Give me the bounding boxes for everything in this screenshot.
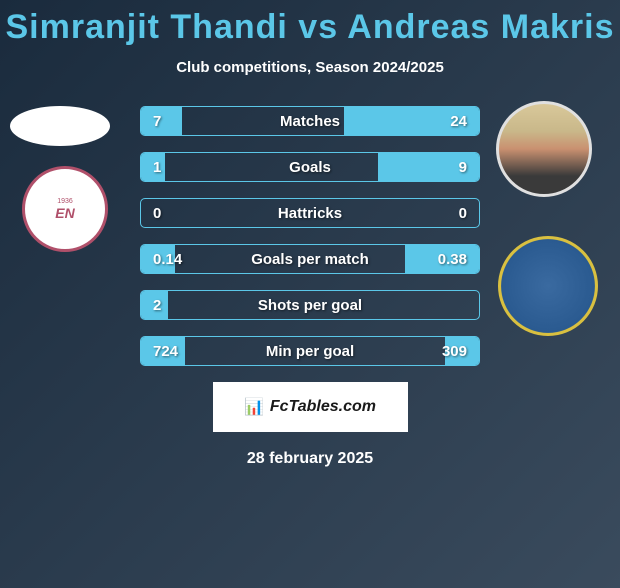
stat-value-left: 0	[153, 205, 161, 222]
stat-label: Min per goal	[266, 343, 354, 360]
chart-icon: 📊	[244, 397, 264, 417]
stat-value-right: 9	[459, 159, 467, 176]
stat-row-goals-per-match: 0.14 Goals per match 0.38	[140, 244, 480, 274]
stat-label: Matches	[280, 113, 340, 130]
stat-value-right: 0.38	[438, 251, 467, 268]
stat-label: Goals	[289, 159, 331, 176]
watermark-text: FcTables.com	[270, 398, 376, 416]
stat-value-right: 309	[442, 343, 467, 360]
comparison-area: 1936 EN 7 Matches 24 1 Goals 9 0 Hattric…	[0, 106, 620, 468]
page-title: Simranjit Thandi vs Andreas Makris	[0, 8, 620, 47]
player1-avatar	[10, 106, 110, 146]
subtitle: Club competitions, Season 2024/2025	[0, 59, 620, 76]
stat-row-matches: 7 Matches 24	[140, 106, 480, 136]
stat-row-min-per-goal: 724 Min per goal 309	[140, 336, 480, 366]
stat-value-left: 724	[153, 343, 178, 360]
stat-value-left: 0.14	[153, 251, 182, 268]
team1-badge: 1936 EN	[22, 166, 108, 252]
team1-badge-inner: 1936 EN	[35, 179, 95, 239]
stat-value-left: 7	[153, 113, 161, 130]
stat-row-hattricks: 0 Hattricks 0	[140, 198, 480, 228]
stat-label: Goals per match	[251, 251, 369, 268]
stat-row-shots-per-goal: 2 Shots per goal	[140, 290, 480, 320]
stats-container: 7 Matches 24 1 Goals 9 0 Hattricks 0 0.1…	[140, 106, 480, 366]
stat-value-right: 0	[459, 205, 467, 222]
stat-value-left: 1	[153, 159, 161, 176]
stat-label: Shots per goal	[258, 297, 362, 314]
stat-value-left: 2	[153, 297, 161, 314]
stat-value-right: 24	[450, 113, 467, 130]
date: 28 february 2025	[10, 450, 610, 468]
stat-label: Hattricks	[278, 205, 342, 222]
player2-avatar	[496, 101, 592, 197]
team2-badge	[498, 236, 598, 336]
watermark: 📊 FcTables.com	[213, 382, 408, 432]
stat-row-goals: 1 Goals 9	[140, 152, 480, 182]
